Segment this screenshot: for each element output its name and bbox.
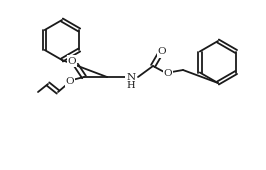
Text: H: H [127, 81, 135, 90]
Text: O: O [164, 70, 172, 79]
Text: O: O [68, 56, 76, 65]
Text: O: O [66, 76, 74, 86]
Text: O: O [158, 47, 166, 56]
Text: N: N [126, 72, 136, 81]
